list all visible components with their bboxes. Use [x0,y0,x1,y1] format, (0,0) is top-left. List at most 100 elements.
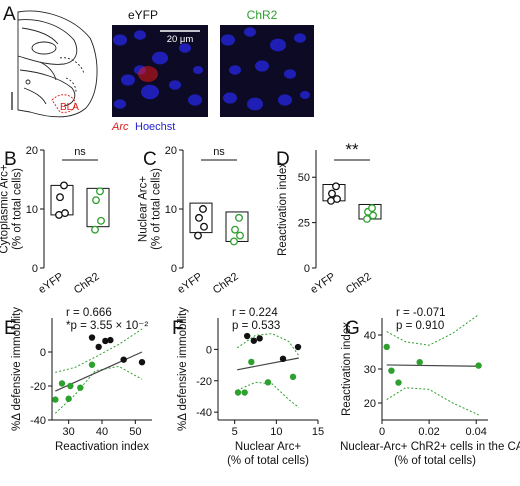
data-point-chr2 [231,225,239,234]
nucleus-blob [278,94,292,106]
nucleus-blob [121,74,135,86]
y-tick-label: 40 [364,330,376,342]
y-tick-label: 20 [165,145,177,157]
x-axis-title: Reactivation index [55,441,149,453]
data-point-chr2 [52,396,59,403]
nucleus-blob [114,99,126,109]
y-axis-title: (% of total cells) [151,168,163,250]
y-tick-label: 30 [364,364,376,376]
y-tick-label: 25 [298,218,310,230]
nucleus-blob [141,84,159,100]
panel-letter: C [143,149,157,170]
panel-f: F -40 -20 0 5 10 15 Nuclear Arc+ (% of total cel… [172,307,324,467]
stat-label: *p = 3.55 × 10⁻² [66,320,148,332]
panel-b: B 0 10 20 Cytoplasmic Arc+ (% of total cells)… [0,145,110,297]
data-point-chr2 [235,213,243,222]
data-point-chr2 [88,361,96,368]
ci-lower-line [386,387,479,416]
data-point-eyfp [256,335,263,342]
ci-lower-line [237,381,300,408]
data-point-eyfp [243,332,251,340]
x-category-label: ChR2 [211,271,241,297]
data-point-eyfp [328,189,336,198]
image-title-eyfp: eYFP [128,8,158,22]
brain-schematic [17,10,98,118]
y-tick-label: 10 [26,204,38,216]
data-point-chr2 [58,380,66,387]
y-tick-label: -40 [196,407,212,419]
scale-bar-label: 20 μm [167,34,194,45]
data-point-chr2 [241,389,248,396]
nucleus-blob [134,30,146,40]
data-point-eyfp [294,343,302,351]
nucleus-blob [229,65,241,75]
data-point-eyfp [56,193,64,202]
y-axis-title: Cytoplasmic Arc+ [0,164,11,253]
panel-g: G 20 30 40 0 0.02 0.04 Nuclear-Arc+ ChR2+ cells… [340,307,520,467]
y-tick-label: 0 [304,263,310,275]
nucleus-blob [152,51,168,65]
x-tick-label: 5 [232,426,238,438]
nucleus-blob [221,34,235,46]
data-point-eyfp [120,356,127,363]
data-point-chr2 [289,373,297,381]
stat-label: p = 0.910 [396,320,444,332]
data-point-chr2 [383,343,390,351]
panel-letter: F [172,318,184,339]
data-point-eyfp [199,205,207,213]
x-category-label: eYFP [175,271,204,297]
panel-letter: B [4,149,17,170]
nucleus-blob [255,60,269,72]
data-point-eyfp [200,222,208,231]
y-tick-label: 0 [32,263,38,275]
data-point-eyfp [138,359,146,366]
data-point-chr2 [230,237,238,246]
y-tick-label: -20 [196,376,212,388]
y-tick-label: 0 [171,263,177,275]
nucleus-blob [284,69,296,79]
legend-hoechst: Hoechst [135,121,175,133]
x-tick-label: 10 [270,426,282,438]
data-point-chr2 [91,225,99,234]
x-tick-label: 15 [312,426,324,438]
data-point-chr2 [388,367,395,374]
y-tick-label: 50 [298,172,310,184]
nucleus-blob [300,91,310,99]
data-point-chr2 [248,358,255,366]
data-point-chr2 [368,204,376,213]
regression-line [386,364,479,367]
data-point-eyfp [279,355,287,362]
data-point-chr2 [65,395,72,402]
significance-label: ns [74,146,86,158]
data-point-chr2 [97,216,105,225]
x-axis-title: Nuclear-Arc+ ChR2+ cells in the CA1 [340,441,520,453]
box-eyfp [189,202,213,234]
panel-a-letter: A [3,4,16,25]
panel-d: D 0 25 50 Reactivation index eYFP ChR2 ** [276,140,382,297]
data-point-chr2 [67,382,74,390]
panel-c: C 0 10 20 Nuclear Arc+ (% of total cells) eYFP… [138,145,249,297]
nucleus-blob [188,94,202,106]
significance-label: ns [213,146,225,158]
stat-label: r = -0.071 [396,307,446,319]
microscopy-eyfp: eYFP 20 μm [112,8,208,117]
nucleus-blob [179,43,191,53]
y-tick-label: 0 [40,347,46,359]
x-tick-label: 50 [129,426,141,438]
data-point-chr2 [363,215,371,223]
significance-label: ** [345,140,359,159]
data-point-eyfp [102,337,109,345]
x-tick-label: 0.02 [418,426,439,438]
y-axis-title: %Δ defensive immobility [177,307,189,431]
arc-signal [138,66,158,82]
y-axis-title: Reactivation index [277,162,289,256]
data-point-chr2 [96,187,104,196]
x-tick-label: 30 [63,426,75,438]
y-tick-label: 20 [364,398,376,410]
panel-letter: D [276,149,290,170]
data-point-chr2 [475,362,482,369]
x-axis-title-2: (% of total cells) [394,455,476,467]
nucleus-blob [113,34,127,46]
ci-upper-line [55,328,143,373]
ci-upper-line [386,314,479,346]
